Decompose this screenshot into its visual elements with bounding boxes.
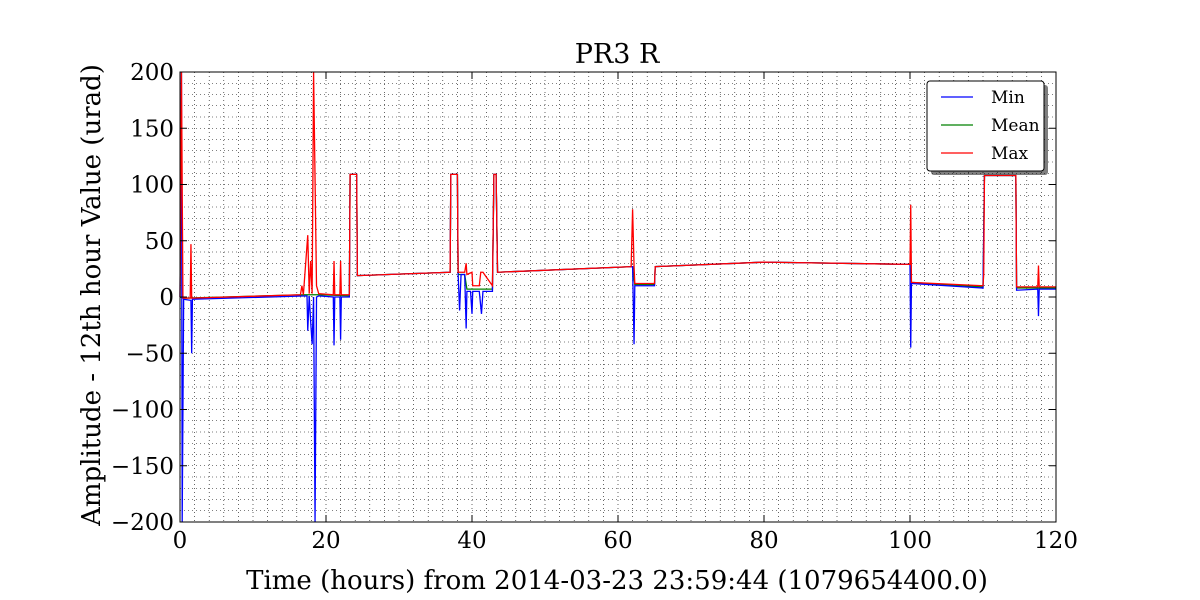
x-tick-label: 60	[603, 528, 632, 554]
y-tick-label: −150	[111, 454, 174, 480]
y-axis-label: Amplitude - 12th hour Value (urad)	[77, 64, 107, 527]
y-tick-label: 100	[130, 173, 174, 199]
y-tick-label: 200	[130, 60, 174, 86]
y-tick-label: 50	[145, 229, 174, 255]
series-layer	[179, 71, 1056, 523]
legend-label-max: Max	[991, 144, 1029, 164]
legend-label-min: Min	[991, 88, 1025, 108]
legend-label-mean: Mean	[991, 116, 1040, 136]
y-tick-label: −200	[111, 510, 174, 536]
x-tick-label: 100	[888, 528, 932, 554]
x-tick-label: 120	[1034, 528, 1078, 554]
series-line-max	[179, 71, 1056, 299]
chart-title: PR3 R	[575, 39, 660, 70]
y-tick-label: −50	[125, 341, 174, 367]
x-tick-label: 40	[457, 528, 486, 554]
legend-box	[926, 80, 1045, 172]
y-tick-label: −100	[111, 398, 174, 424]
legend: Min Mean Max	[926, 80, 1048, 175]
x-tick-label: 0	[173, 528, 188, 554]
y-tick-label: 150	[130, 116, 174, 142]
ticks: 0 20 40 60 80 100 120 −200 −150 −100 −50 0 50 100 150 2…	[111, 60, 1078, 554]
x-axis-label: Time (hours) from 2014-03-23 23:59:44 (1…	[246, 566, 988, 596]
x-tick-label: 20	[311, 528, 340, 554]
y-tick-label: 0	[159, 285, 174, 311]
x-tick-label: 80	[749, 528, 778, 554]
legend-entries: Min Mean Max	[941, 88, 1040, 164]
